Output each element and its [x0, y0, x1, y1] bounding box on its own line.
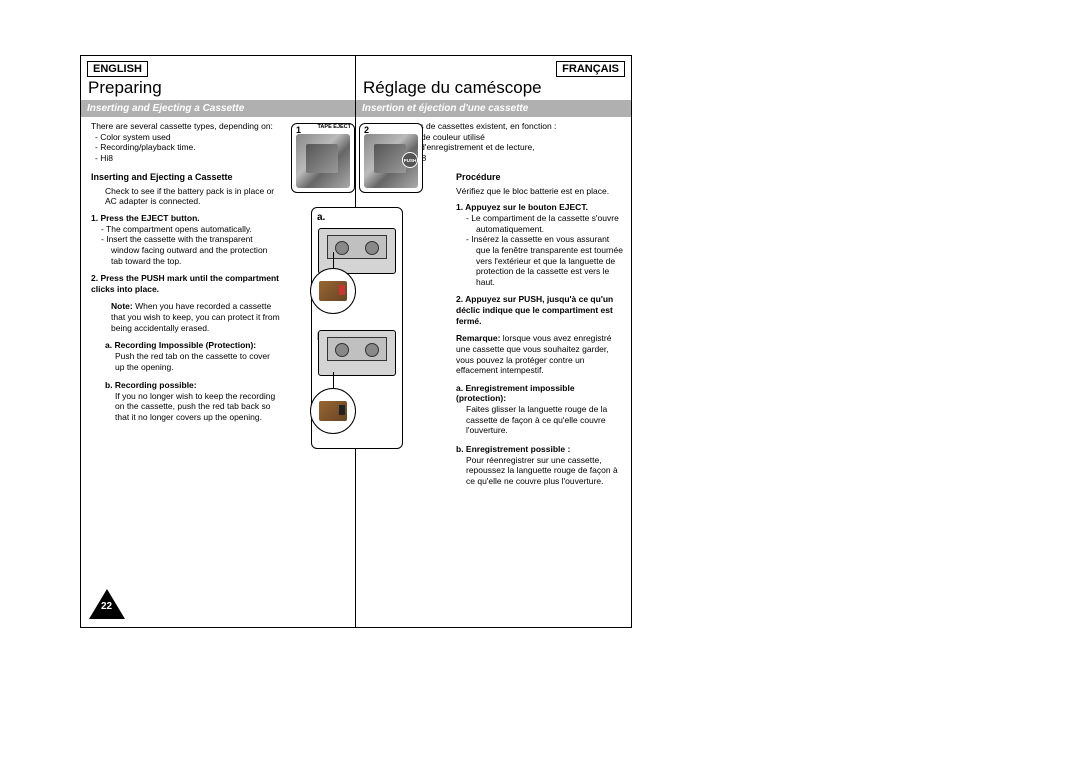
step1-b-en: Insert the cassette with the transparent…: [111, 234, 281, 266]
sub-a-body-en: Push the red tab on the cassette to cove…: [105, 351, 281, 372]
section-title-fr: Procédure: [456, 172, 625, 183]
subtitle-fr: Insertion et éjection d'une cassette: [356, 100, 631, 117]
push-badge: PUSH: [402, 152, 418, 168]
step2-title-en: 2. Press the PUSH mark until the compart…: [91, 273, 281, 294]
note-body-en: When you have recorded a cassette that y…: [111, 301, 280, 332]
intro-item: Recording/playback time.: [105, 142, 281, 153]
step1-a-fr: Le compartiment de la cassette s'ouvre a…: [476, 213, 625, 234]
sub-b-title-fr: b. Enregistrement possible :: [456, 444, 625, 455]
intro-item: Hi8: [105, 153, 281, 164]
sub-a-title-en: a. Recording Impossible (Protection):: [105, 340, 281, 351]
manual-page: ENGLISH Preparing FRANÇAIS Réglage du ca…: [80, 55, 632, 628]
header-row: ENGLISH Preparing FRANÇAIS Réglage du ca…: [81, 56, 631, 100]
subtitle-bar: Inserting and Ejecting a Cassette Insert…: [81, 100, 631, 117]
camcorder-icon: [296, 134, 350, 188]
note-label-fr: Remarque:: [456, 333, 500, 343]
substep-a-en: a. Recording Impossible (Protection): Pu…: [91, 340, 281, 372]
sub-b-body-en: If you no longer wish to keep the record…: [105, 391, 281, 423]
tab-protected-icon: [319, 281, 347, 301]
tape-eject-label: TAPE EJECT: [317, 125, 351, 131]
reel-icon: [365, 241, 379, 255]
step1-title-en: 1. Press the EJECT button.: [91, 213, 281, 224]
check-text-en: Check to see if the battery pack is in p…: [91, 186, 281, 207]
subtitle-en: Inserting and Ejecting a Cassette: [81, 100, 356, 117]
step2-en: 2. Press the PUSH mark until the compart…: [91, 273, 281, 294]
intro-item: Color system used: [105, 132, 281, 143]
sub-a-body-fr: Faites glisser la languette rouge de la …: [456, 404, 625, 436]
step1-en: 1. Press the EJECT button. The compartme…: [91, 213, 281, 266]
cassette-figures: a. b.: [311, 207, 403, 449]
title-fr: Réglage du caméscope: [362, 77, 625, 100]
page-number: 22: [101, 601, 112, 614]
tab-recordable-icon: [319, 401, 347, 421]
tab-callout-a: [310, 268, 356, 314]
substep-b-en: b. Recording possible: If you no longer …: [91, 380, 281, 423]
label-a: a.: [317, 212, 325, 223]
step1-a-en: The compartment opens automatically.: [111, 224, 281, 235]
step1-b-fr: Insérez la cassette en vous assurant que…: [476, 234, 625, 287]
body-row: There are several cassette types, depend…: [81, 117, 631, 627]
sub-b-title-en: b. Recording possible:: [105, 380, 281, 391]
section-title-en: Inserting and Ejecting a Cassette: [91, 172, 281, 183]
cassette-b-icon: [318, 330, 396, 376]
center-graphics: 1 TAPE EJECT 2 PUSH a.: [291, 123, 431, 449]
note-en: Note: When you have recorded a cassette …: [91, 301, 281, 333]
step2-title-fr: 2. Appuyez sur PUSH, jusqu'à ce qu'un dé…: [456, 294, 625, 326]
cassette-a-icon: [318, 228, 396, 274]
intro-lead-en: There are several cassette types, depend…: [91, 121, 281, 132]
substep-b-fr: b. Enregistrement possible : Pour réenre…: [366, 444, 625, 487]
sub-a-title-fr: a. Enregistrement impossible (protection…: [456, 383, 625, 404]
lang-label-en: ENGLISH: [87, 61, 148, 77]
figure-1: 1 TAPE EJECT: [291, 123, 355, 193]
header-right: FRANÇAIS Réglage du caméscope: [356, 56, 631, 100]
camcorder-figures: 1 TAPE EJECT 2 PUSH: [291, 123, 431, 193]
figure-2: 2 PUSH: [359, 123, 423, 193]
reel-icon: [335, 241, 349, 255]
lang-label-fr: FRANÇAIS: [556, 61, 625, 77]
sub-b-body-fr: Pour réenregistrer sur une cassette, rep…: [456, 455, 625, 487]
header-left: ENGLISH Preparing: [81, 56, 356, 100]
reel-icon: [365, 343, 379, 357]
step1-title-fr: 1. Appuyez sur le bouton EJECT.: [456, 202, 625, 213]
intro-en: There are several cassette types, depend…: [91, 121, 281, 164]
tab-callout-b: [310, 388, 356, 434]
note-label-en: Note:: [111, 301, 133, 311]
reel-icon: [335, 343, 349, 357]
title-en: Preparing: [87, 77, 349, 100]
